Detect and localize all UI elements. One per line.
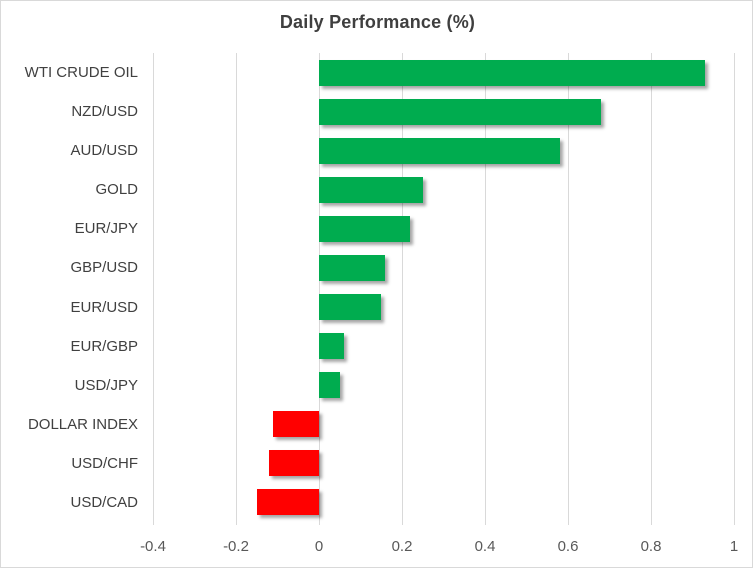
category-label-aud-usd: AUD/USD	[70, 142, 138, 160]
bar-gold	[319, 176, 423, 203]
x-tick-label-0.6: 0.6	[557, 538, 579, 555]
x-tick-label-0.4: 0.4	[474, 538, 496, 555]
x-tick-label-1: 1	[729, 538, 739, 555]
x-tick-label-0: 0	[314, 538, 324, 555]
category-label-eur-usd: EUR/USD	[70, 298, 138, 316]
category-label-eur-jpy: EUR/JPY	[74, 220, 138, 238]
x-tick-label-0.2: 0.2	[391, 538, 413, 555]
bar-wti-crude-oil	[319, 59, 705, 86]
bar-usd-cad	[256, 489, 319, 516]
category-label-usd-chf: USD/CHF	[71, 454, 138, 472]
gridline-x--0.2	[235, 53, 237, 525]
bar-eur-usd	[319, 294, 382, 321]
gridline-x-0.2	[401, 53, 403, 525]
category-label-usd-cad: USD/CAD	[70, 493, 138, 511]
gridline-x-0	[318, 53, 320, 525]
bar-nzd-usd	[319, 98, 602, 125]
chart-title: Daily Performance (%)	[279, 12, 476, 32]
category-label-gold: GOLD	[95, 181, 138, 199]
category-label-gbp-usd: GBP/USD	[70, 259, 138, 277]
category-label-dollar-index: DOLLAR INDEX	[27, 415, 138, 433]
x-tick-label--0.2: -0.2	[223, 538, 249, 555]
x-tick-label--0.4: -0.4	[140, 538, 166, 555]
bar-gbp-usd	[319, 254, 386, 281]
x-tick-label-0.8: 0.8	[640, 538, 662, 555]
category-label-wti-crude-oil: WTI CRUDE OIL	[24, 64, 138, 81]
bar-usd-chf	[269, 450, 319, 477]
bar-eur-jpy	[319, 215, 411, 242]
category-label-eur-gbp: EUR/GBP	[70, 337, 138, 355]
gridline-x--0.4	[152, 53, 154, 525]
gridline-x-0.4	[484, 53, 486, 525]
bar-eur-gbp	[319, 333, 344, 360]
category-label-usd-jpy: USD/JPY	[74, 376, 138, 394]
gridline-x-1	[733, 53, 735, 525]
bar-usd-jpy	[319, 372, 340, 399]
bar-dollar-index	[273, 411, 319, 438]
gridline-x-0.6	[567, 53, 569, 525]
gridline-x-0.8	[650, 53, 652, 525]
category-label-nzd-usd: NZD/USD	[71, 103, 138, 121]
bar-aud-usd	[319, 137, 560, 164]
